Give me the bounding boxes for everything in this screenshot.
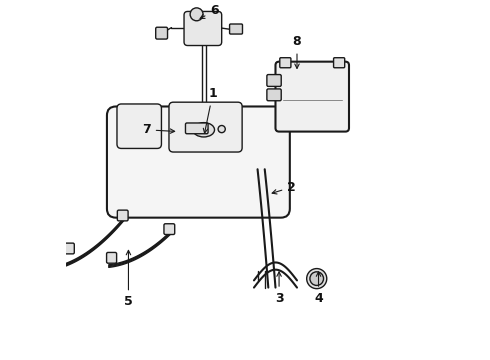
Text: 5: 5: [124, 250, 133, 309]
Text: 1: 1: [203, 87, 217, 133]
FancyBboxPatch shape: [107, 252, 117, 263]
Circle shape: [218, 126, 225, 133]
FancyBboxPatch shape: [334, 58, 344, 68]
FancyBboxPatch shape: [117, 104, 161, 148]
FancyBboxPatch shape: [230, 24, 243, 34]
Ellipse shape: [193, 123, 215, 137]
FancyBboxPatch shape: [156, 27, 168, 39]
FancyBboxPatch shape: [184, 12, 221, 45]
FancyBboxPatch shape: [267, 75, 281, 86]
Circle shape: [307, 269, 327, 289]
FancyBboxPatch shape: [64, 243, 74, 254]
Text: 7: 7: [142, 123, 174, 136]
FancyBboxPatch shape: [169, 102, 242, 152]
Text: 6: 6: [200, 4, 219, 18]
Text: 4: 4: [314, 272, 323, 305]
FancyBboxPatch shape: [117, 210, 128, 221]
FancyBboxPatch shape: [275, 62, 349, 132]
Circle shape: [190, 8, 203, 21]
FancyBboxPatch shape: [267, 89, 281, 101]
FancyBboxPatch shape: [280, 58, 291, 68]
Circle shape: [310, 272, 323, 285]
FancyBboxPatch shape: [186, 123, 208, 134]
FancyBboxPatch shape: [107, 107, 290, 218]
FancyBboxPatch shape: [164, 224, 175, 234]
Text: 2: 2: [272, 181, 296, 194]
Text: 3: 3: [275, 272, 283, 305]
Text: 8: 8: [293, 35, 301, 68]
